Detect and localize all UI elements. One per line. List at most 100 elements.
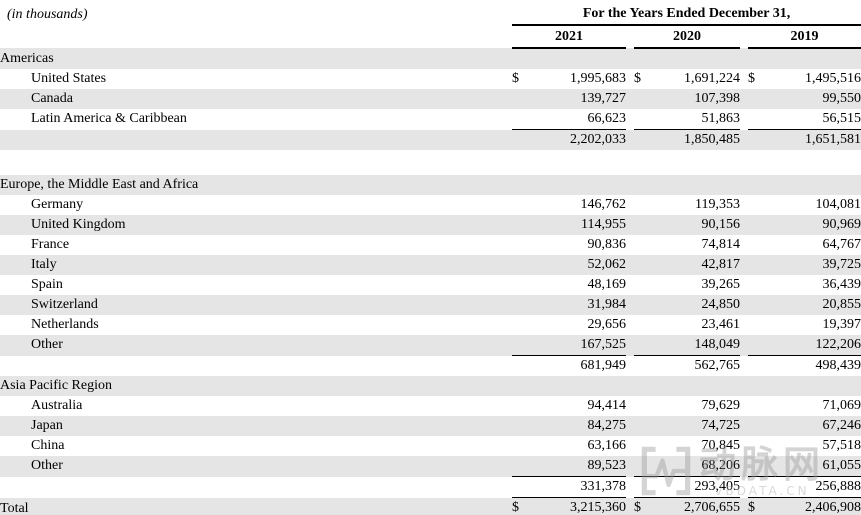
row-label <box>0 477 512 498</box>
value-cell: 19,397 <box>822 317 861 332</box>
row-label: Spain <box>31 277 63 292</box>
column-gap <box>740 456 748 477</box>
column-gap <box>626 25 634 48</box>
currency-symbol-cell: $ <box>748 497 770 515</box>
column-gap <box>740 235 748 255</box>
row-label: Other <box>0 456 512 477</box>
column-gap <box>740 109 748 130</box>
currency-symbol-cell <box>634 235 656 255</box>
currency-symbol-cell <box>748 376 770 396</box>
currency-symbol-cell <box>748 295 770 315</box>
currency-symbol-cell <box>748 235 770 255</box>
column-gap <box>740 195 748 215</box>
value-cell: 71,069 <box>822 398 861 413</box>
column-gap <box>740 69 748 89</box>
currency-symbol-cell <box>748 109 770 130</box>
row-label: Total <box>0 497 512 515</box>
value-cell: 1,495,516 <box>805 71 861 86</box>
value-cell: 139,727 <box>534 89 626 109</box>
currency-symbol-cell <box>512 275 534 295</box>
currency-symbol-cell <box>512 335 534 356</box>
value-cell: 148,049 <box>656 335 740 356</box>
column-gap <box>626 396 634 416</box>
value-cell: 42,817 <box>656 255 740 275</box>
currency-symbol-cell <box>748 356 770 377</box>
currency-symbol-cell <box>634 275 656 295</box>
table-body: Americas United States $1,995,683 $1,691,22… <box>0 48 861 515</box>
value-cell <box>770 48 861 69</box>
column-gap <box>626 255 634 275</box>
data-row: Latin America & Caribbean 66,623 51,863 56,… <box>0 109 861 130</box>
value-cell: 2,706,655 <box>656 497 740 515</box>
row-label: Japan <box>0 416 512 436</box>
column-gap <box>740 215 748 235</box>
value-cell: 104,081 <box>815 197 861 212</box>
column-gap <box>740 89 748 109</box>
value-cell <box>656 48 740 69</box>
data-row: Australia 94,414 79,629 71,069 <box>0 396 861 416</box>
column-gap <box>626 195 634 215</box>
column-gap <box>740 335 748 356</box>
currency-symbol-cell <box>634 255 656 275</box>
units-note: (in thousands) <box>7 6 88 22</box>
currency-symbol-cell <box>512 48 534 69</box>
column-gap <box>626 335 634 356</box>
value-cell: 74,725 <box>656 416 740 436</box>
currency-symbol-cell <box>512 215 534 235</box>
column-gap <box>626 48 634 69</box>
row-label: United States <box>31 71 107 86</box>
currency-symbol-cell <box>634 396 656 416</box>
row-label: Canada <box>0 89 512 109</box>
column-gap <box>626 497 634 515</box>
value-cell: 52,062 <box>534 255 626 275</box>
currency-symbol-cell <box>634 456 656 477</box>
currency-symbol-cell <box>512 315 534 335</box>
value-cell <box>770 175 861 195</box>
value-cell: 331,378 <box>534 476 626 498</box>
column-gap <box>740 416 748 436</box>
currency-symbol-cell <box>634 335 656 356</box>
currency-symbol-cell <box>748 335 770 356</box>
value-cell: 23,461 <box>701 317 741 332</box>
value-cell: 167,525 <box>534 335 626 356</box>
value-cell: 36,439 <box>822 277 861 292</box>
data-row: Netherlands 29,656 23,461 19,397 <box>0 315 861 335</box>
row-label: Australia <box>31 398 83 413</box>
column-gap <box>740 497 748 515</box>
data-row: France 90,836 74,814 64,767 <box>0 235 861 255</box>
currency-symbol-cell <box>634 376 656 396</box>
year-header-row: 2021 2020 2019 <box>0 25 861 49</box>
value-cell: 24,850 <box>656 295 740 315</box>
row-label: Europe, the Middle East and Africa <box>0 175 512 195</box>
value-cell: 31,984 <box>534 295 626 315</box>
row-label: Other <box>0 335 512 356</box>
financial-statement-page: (in thousands) For the Years Ended Decem… <box>0 4 861 515</box>
column-gap <box>626 356 634 377</box>
value-cell: 68,206 <box>656 456 740 477</box>
currency-symbol-cell <box>748 48 770 69</box>
empty-header-cell <box>0 25 512 48</box>
value-cell: 3,215,360 <box>534 497 626 515</box>
spacer-cell <box>0 150 861 175</box>
column-gap <box>740 295 748 315</box>
column-gap <box>626 215 634 235</box>
currency-symbol-cell <box>748 129 770 150</box>
value-cell: 90,836 <box>587 237 627 252</box>
currency-symbol-cell <box>634 195 656 215</box>
column-gap <box>626 295 634 315</box>
currency-symbol-cell <box>512 175 534 195</box>
value-cell: 107,398 <box>656 89 740 109</box>
currency-symbol-cell <box>634 356 656 377</box>
currency-symbol-cell <box>512 235 534 255</box>
value-cell <box>534 376 626 396</box>
column-gap <box>626 416 634 436</box>
column-gap <box>626 436 634 456</box>
value-cell: 2,202,033 <box>534 129 626 150</box>
value-cell: 89,523 <box>534 456 626 477</box>
currency-symbol-cell <box>512 476 534 498</box>
column-gap <box>740 396 748 416</box>
years-ended-title: For the Years Ended December 31, <box>512 4 861 26</box>
column-gap <box>740 376 748 396</box>
currency-symbol-cell <box>748 195 770 215</box>
currency-symbol-cell <box>634 295 656 315</box>
